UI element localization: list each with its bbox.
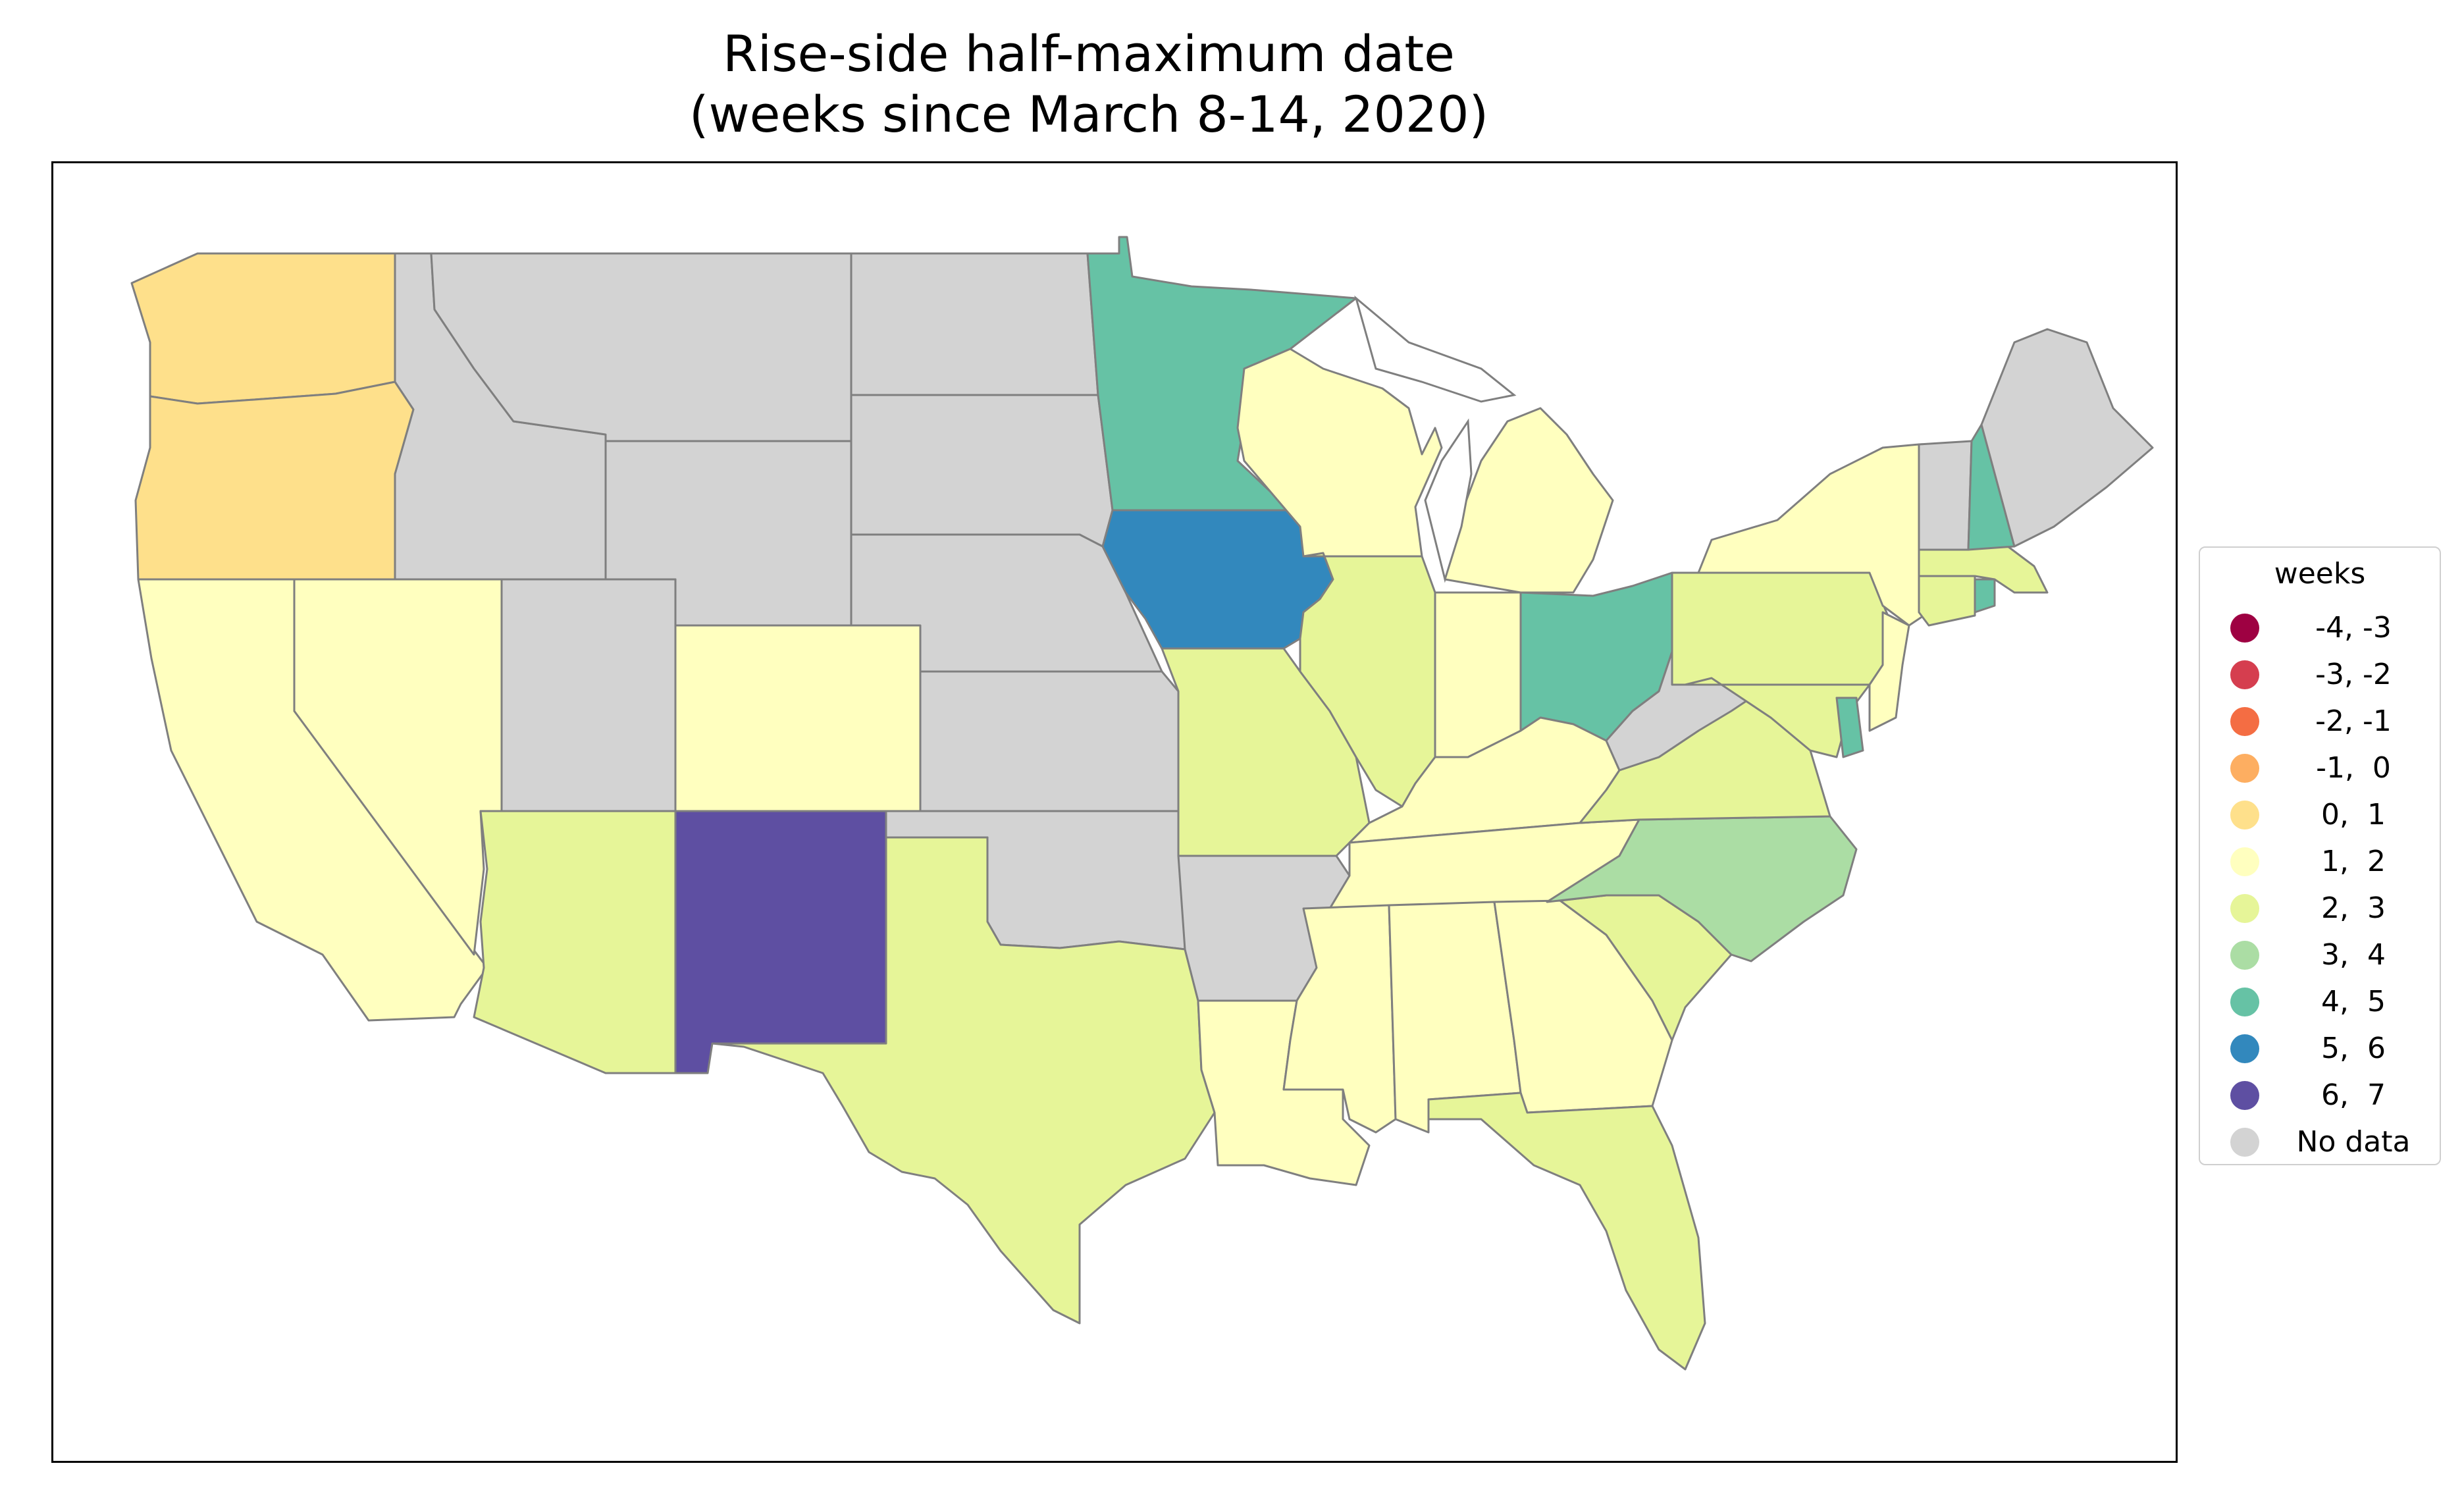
legend-item: 2, 3 <box>2200 889 2440 928</box>
legend-label: -3, -2 <box>2315 658 2392 691</box>
legend-label: -2, -1 <box>2315 704 2392 738</box>
legend-label: -1, 0 <box>2316 751 2391 785</box>
state-MI <box>1444 407 1614 594</box>
state-MD <box>1684 677 1871 758</box>
title-line-2: (weeks since March 8-14, 2020) <box>689 85 1489 144</box>
legend-item: -2, -1 <box>2200 702 2440 741</box>
legend-label: 1, 2 <box>2321 845 2386 878</box>
state-KS <box>919 670 1180 812</box>
legend-label: No data <box>2296 1125 2411 1159</box>
map-legend: weeks -4, -3 -3, -2 -2, -1 -1, 0 0, 1 1, 2 2, … <box>2199 546 2441 1165</box>
state-IN <box>1434 591 1522 758</box>
legend-item: 4, 5 <box>2200 982 2440 1022</box>
state-FL <box>1427 1092 1706 1371</box>
state-SD <box>850 394 1114 548</box>
legend-label: 2, 3 <box>2321 891 2386 925</box>
state-WA <box>130 252 396 405</box>
legend-label: 6, 7 <box>2321 1078 2386 1112</box>
state-ME <box>1980 328 2154 548</box>
state-RI <box>1974 578 1996 614</box>
legend-label: 3, 4 <box>2321 938 2386 972</box>
legend-label: -4, -3 <box>2315 611 2392 645</box>
state-UT <box>500 578 677 812</box>
legend-item: 3, 4 <box>2200 936 2440 975</box>
legend-label: 4, 5 <box>2321 985 2386 1018</box>
legend-swatch <box>2230 801 2259 830</box>
legend-swatch <box>2230 754 2259 783</box>
state-OR <box>134 381 415 581</box>
state-WI <box>1236 348 1443 558</box>
state-NM <box>674 810 887 1074</box>
legend-swatch <box>2230 1081 2259 1110</box>
legend-item: 1, 2 <box>2200 842 2440 882</box>
legend-swatch <box>2230 847 2259 876</box>
legend-swatch <box>2230 1128 2259 1157</box>
legend-item: -3, -2 <box>2200 655 2440 695</box>
legend-swatch <box>2230 614 2259 643</box>
legend-swatch <box>2230 707 2259 736</box>
state-MA <box>1918 545 2049 594</box>
legend-label: 0, 1 <box>2321 798 2386 831</box>
state-ND <box>850 252 1099 396</box>
great-lakes <box>1354 295 1517 583</box>
lake-michigan <box>1424 418 1473 583</box>
map-title: Rise-side half-maximum date (weeks since… <box>0 24 2178 145</box>
legend-swatch <box>2230 894 2259 923</box>
legend-item: -4, -3 <box>2200 608 2440 648</box>
legend-item: -1, 0 <box>2200 749 2440 788</box>
legend-item: No data <box>2200 1122 2440 1162</box>
legend-swatch <box>2230 941 2259 970</box>
state-PA <box>1671 571 1891 686</box>
state-AZ <box>473 810 677 1074</box>
state-VT <box>1918 440 1973 551</box>
legend-title: weeks <box>2274 557 2366 591</box>
legend-label: 5, 6 <box>2321 1032 2386 1065</box>
legend-swatch <box>2230 660 2259 689</box>
legend-item: 5, 6 <box>2200 1029 2440 1068</box>
state-TX <box>711 836 1216 1325</box>
state-DE <box>1835 697 1864 758</box>
legend-swatch <box>2230 1034 2259 1063</box>
legend-swatch <box>2230 988 2259 1016</box>
legend-item: 0, 1 <box>2200 795 2440 835</box>
state-CT <box>1918 575 1976 627</box>
state-NJ <box>1868 611 1910 732</box>
title-line-1: Rise-side half-maximum date <box>723 24 1455 83</box>
legend-item: 6, 7 <box>2200 1076 2440 1115</box>
lake-superior <box>1354 295 1517 403</box>
state-CO <box>674 624 922 812</box>
